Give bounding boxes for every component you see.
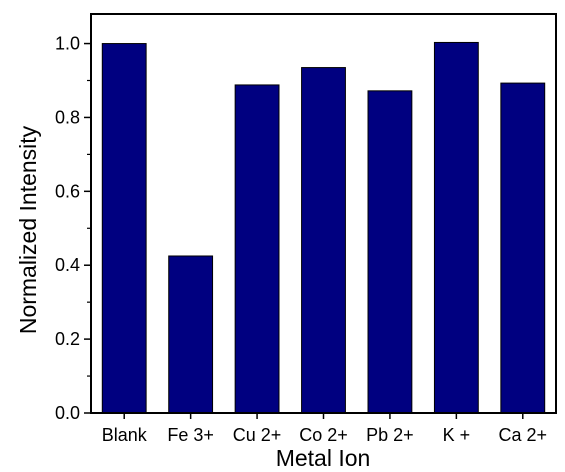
y-axis: 0.0 0.2 0.4 0.6 0.8 1.0 xyxy=(55,34,91,423)
x-axis-title: Metal Ion xyxy=(276,445,371,471)
y-tick-label: 0.4 xyxy=(55,255,80,275)
x-tick-label: K + xyxy=(443,425,471,445)
x-tick-label: Pb 2+ xyxy=(366,425,414,445)
y-tick-label: 0.8 xyxy=(55,107,80,127)
y-tick-label: 0.0 xyxy=(55,403,80,423)
x-tick-label: Fe 3+ xyxy=(167,425,214,445)
bars-layer xyxy=(101,41,546,414)
bar xyxy=(101,43,147,414)
y-tick-label: 0.2 xyxy=(55,329,80,349)
x-tick-label: Co 2+ xyxy=(299,425,348,445)
x-axis: Blank Fe 3+ Cu 2+ Co 2+ Pb 2+ K + Ca 2+ xyxy=(102,413,547,445)
x-tick-label: Blank xyxy=(102,425,148,445)
bar xyxy=(168,255,214,414)
x-tick-label: Cu 2+ xyxy=(233,425,282,445)
bar xyxy=(301,67,346,414)
x-tick-label: Ca 2+ xyxy=(499,425,548,445)
bar xyxy=(500,82,546,414)
y-tick-label: 0.6 xyxy=(55,181,80,201)
y-axis-title: Normalized Intensity xyxy=(15,125,41,334)
bar xyxy=(234,84,280,414)
bar xyxy=(367,90,413,414)
y-tick-label: 1.0 xyxy=(55,34,80,54)
bar xyxy=(433,41,479,414)
